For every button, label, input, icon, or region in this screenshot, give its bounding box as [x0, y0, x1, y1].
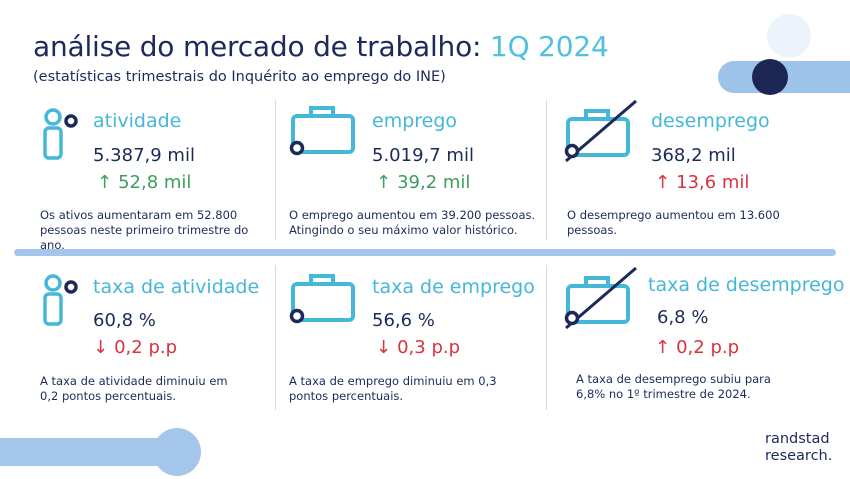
card-change-value: 39,2 mil [397, 172, 471, 193]
divider-bar [14, 249, 836, 256]
brand-line-2: research. [765, 448, 833, 464]
card-title: taxa de atividade [93, 276, 260, 298]
deco-pill-bottom-left [0, 438, 170, 466]
card-title: atividade [93, 110, 182, 132]
arrow-down-icon: ↓ [376, 337, 392, 358]
card-value: 56,6 % [372, 310, 435, 331]
separator [275, 265, 276, 410]
deco-dot-top-right [752, 59, 788, 95]
person-icon [43, 108, 78, 160]
card-title: emprego [372, 110, 458, 132]
arrow-up-icon: ↑ [655, 172, 671, 193]
card-description: A taxa de emprego diminuiu em 0,3 pontos… [289, 374, 497, 403]
card-change: ↑ 39,2 mil [376, 172, 470, 193]
deco-circle-bottom-left [153, 428, 201, 476]
page-title: análise do mercado de trabalho: 1Q 2024 [33, 30, 609, 63]
card-description: Os ativos aumentaram em 52.800 pessoas n… [40, 208, 249, 252]
separator [546, 100, 547, 240]
person-icon [43, 274, 78, 326]
arrow-up-icon: ↑ [655, 337, 671, 358]
card-change: ↑ 13,6 mil [655, 172, 749, 193]
crossed-briefcase-icon [564, 99, 637, 163]
card-change: ↓ 0,2 p.p [93, 337, 177, 358]
page-subtitle: (estatísticas trimestrais do Inquérito a… [33, 69, 446, 85]
card-change-value: 0,2 p.p [676, 337, 740, 358]
deco-circle-top-right [767, 14, 811, 58]
card-change: ↑ 0,2 p.p [655, 337, 739, 358]
separator [275, 100, 276, 240]
card-value: 368,2 mil [651, 145, 736, 166]
arrow-up-icon: ↑ [376, 172, 392, 193]
card-value: 5.019,7 mil [372, 145, 474, 166]
arrow-down-icon: ↓ [93, 337, 109, 358]
card-description: A taxa de desemprego subiu para 6,8% no … [576, 372, 771, 401]
separator [546, 265, 547, 410]
card-value: 5.387,9 mil [93, 145, 195, 166]
card-change: ↑ 52,8 mil [97, 172, 191, 193]
title-period: 1Q 2024 [489, 30, 609, 63]
briefcase-icon [289, 106, 355, 156]
card-description: A taxa de atividade diminuiu em 0,2 pont… [40, 374, 228, 403]
briefcase-icon [289, 274, 355, 324]
arrow-up-icon: ↑ [97, 172, 113, 193]
card-change: ↓ 0,3 p.p [376, 337, 460, 358]
card-value: 6,8 % [657, 307, 709, 328]
card-change-value: 0,3 p.p [397, 337, 461, 358]
card-change-value: 13,6 mil [676, 172, 750, 193]
title-main: análise do mercado de trabalho: [33, 30, 482, 63]
card-title: desemprego [651, 110, 770, 132]
brand-line-1: randstad [765, 431, 830, 447]
brand-logo: randstad research. [765, 431, 832, 465]
card-title: taxa de emprego [372, 276, 535, 298]
card-change-value: 0,2 p.p [114, 337, 178, 358]
card-description: O desemprego aumentou em 13.600 pessoas. [567, 208, 780, 237]
crossed-briefcase-icon [564, 266, 637, 330]
card-title: taxa de desemprego [648, 274, 845, 296]
card-value: 60,8 % [93, 310, 156, 331]
card-description: O emprego aumentou em 39.200 pessoas. At… [289, 208, 536, 237]
card-change-value: 52,8 mil [118, 172, 192, 193]
